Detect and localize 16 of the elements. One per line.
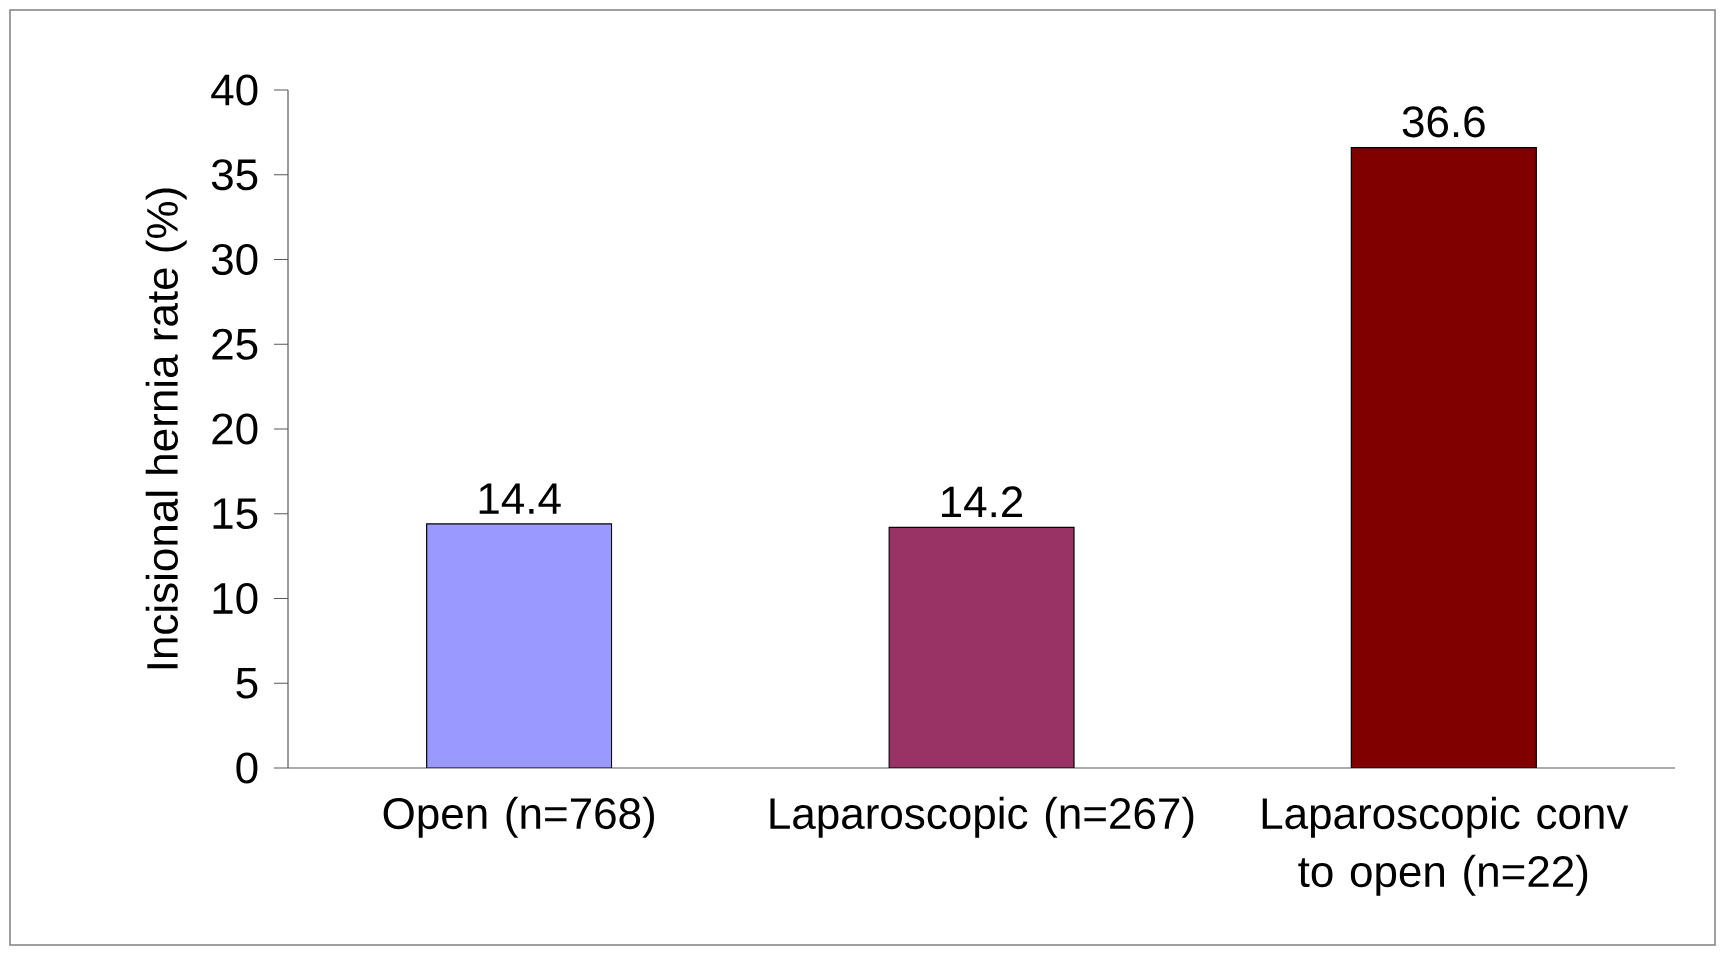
y-tick-label: 15 (213, 498, 258, 530)
x-tick-label: Laparoscopic (n=267) (770, 796, 1194, 838)
y-tick-label: 35 (211, 159, 258, 191)
data-label: 36.6 (1402, 106, 1485, 138)
y-axis-title: Incisional hernia rate (%) (145, 188, 187, 669)
y-tick-label: 0 (236, 752, 258, 784)
y-tick-label: 25 (212, 328, 258, 360)
data-label: 14.4 (479, 483, 561, 514)
x-tick-label: Laparoscopic conv to open (n=22) (1262, 796, 1629, 896)
x-tick-label: Open (n=768) (383, 796, 654, 838)
y-tick-label: 40 (211, 74, 258, 106)
y-tick-label: 5 (236, 667, 258, 699)
y-tick-label: 10 (213, 582, 258, 615)
y-tick-label: 30 (211, 243, 258, 276)
data-label: 14.2 (942, 486, 1023, 518)
y-tick-label: 20 (212, 413, 258, 445)
